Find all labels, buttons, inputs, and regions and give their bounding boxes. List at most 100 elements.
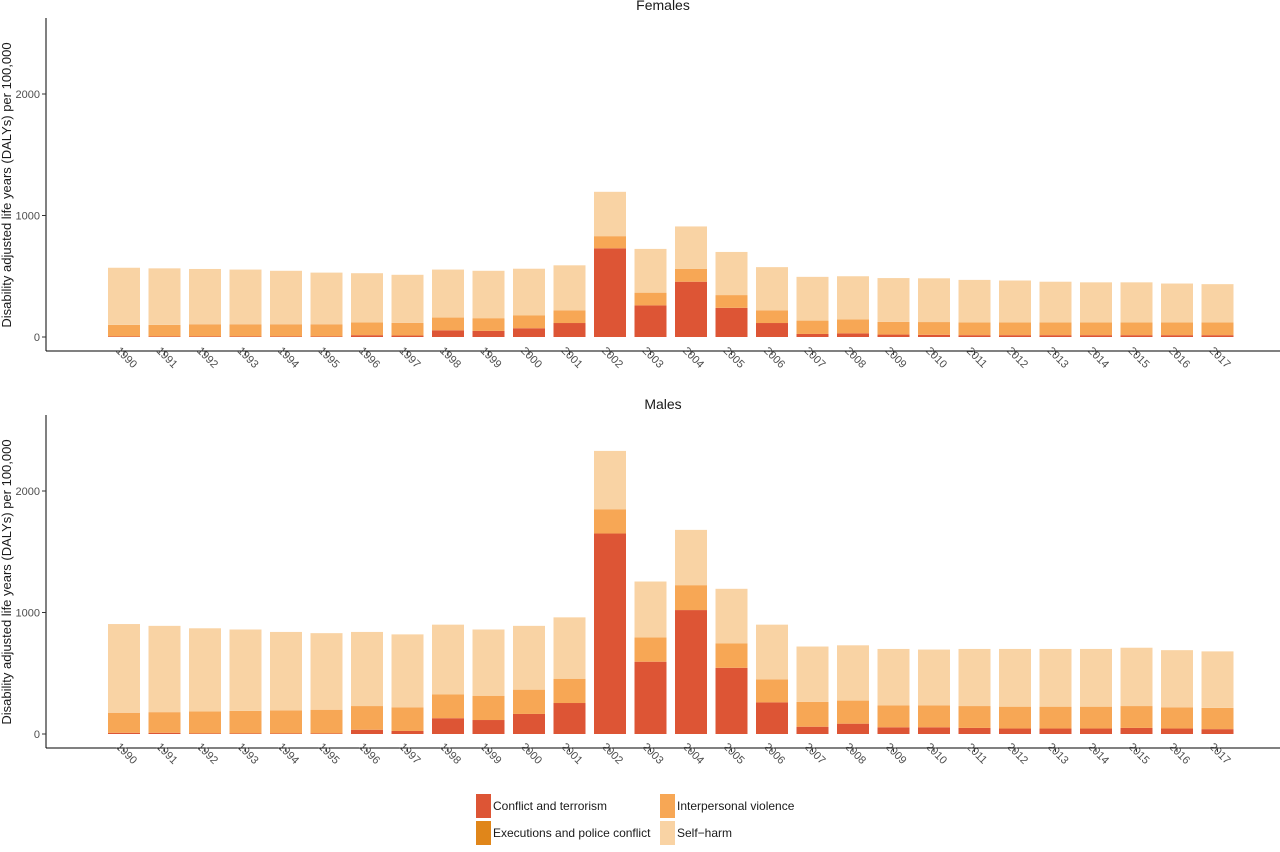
legend-label-conflict: Conflict and terrorism — [493, 799, 607, 813]
y-tick-label: 0 — [34, 729, 40, 741]
bar-males-1990-conflict — [108, 732, 140, 734]
bar-females-2011-interpersonal — [958, 322, 991, 336]
bar-females-2013-interpersonal — [1039, 322, 1072, 336]
bar-males-2008-conflict — [837, 723, 869, 734]
bar-females-2004-selfharm — [675, 226, 707, 269]
bar-males-1994-selfharm — [270, 631, 302, 711]
bar-males-2011-interpersonal — [958, 706, 991, 728]
bar-males-2001-interpersonal — [553, 678, 586, 704]
y-axis-title-males: Disability adjusted life years (DALYs) p… — [0, 439, 14, 724]
bar-males-2003-conflict — [634, 661, 667, 734]
bar-females-1992-conflict — [189, 336, 221, 337]
bar-males-2010-selfharm — [918, 649, 950, 706]
legend-swatch-selfharm — [660, 821, 675, 845]
bar-males-2016-interpersonal — [1161, 707, 1193, 729]
bar-females-2000-conflict — [513, 328, 545, 337]
bar-males-2001-selfharm — [553, 617, 586, 679]
bar-females-2003-conflict — [634, 305, 667, 337]
panel-title-males: Males — [644, 396, 681, 412]
y-axis-title-females: Disability adjusted life years (DALYs) p… — [0, 42, 14, 327]
bar-females-2002-conflict — [594, 248, 626, 337]
bar-males-1990-selfharm — [108, 624, 140, 713]
bar-males-2017-interpersonal — [1201, 707, 1234, 730]
bar-males-1995-selfharm — [310, 633, 343, 710]
x-tick-label-females: 2000 — [518, 345, 544, 371]
bar-females-2010-interpersonal — [918, 322, 950, 335]
legend-swatch-conflict — [476, 794, 491, 818]
bar-males-1998-selfharm — [432, 624, 464, 695]
bar-males-2002-interpersonal — [594, 509, 626, 534]
bar-females-2006-interpersonal — [756, 310, 788, 324]
bar-males-1999-interpersonal — [472, 695, 505, 721]
bar-females-1996-selfharm — [351, 273, 383, 323]
x-tick-label-males: 1999 — [478, 741, 504, 767]
bar-females-2006-selfharm — [756, 267, 788, 311]
x-tick-label-males: 1994 — [275, 741, 301, 767]
x-tick-label-females: 1991 — [154, 345, 180, 371]
bar-females-1996-conflict — [351, 335, 383, 337]
legend-label-selfharm: Self−harm — [677, 826, 732, 840]
x-tick-label-males: 1995 — [316, 741, 342, 767]
bar-males-2007-selfharm — [796, 646, 829, 702]
bar-males-2004-conflict — [675, 610, 707, 734]
x-tick-label-males: 2010 — [923, 741, 949, 767]
x-tick-label-males: 2004 — [680, 741, 706, 767]
bar-males-1991-interpersonal — [148, 712, 181, 733]
bar-females-2016-selfharm — [1161, 283, 1193, 323]
bar-females-2010-selfharm — [918, 278, 950, 323]
bar-females-2005-conflict — [715, 307, 748, 337]
bar-males-2014-interpersonal — [1080, 706, 1112, 729]
x-tick-label-males: 1992 — [194, 741, 220, 767]
bar-males-1993-interpersonal — [229, 710, 262, 734]
bar-males-2002-conflict — [594, 533, 626, 734]
bar-females-2010-conflict — [918, 334, 950, 337]
bar-males-2011-selfharm — [958, 648, 991, 707]
bar-males-1993-conflict — [229, 733, 262, 734]
bar-females-2003-selfharm — [634, 248, 667, 293]
x-tick-label-females: 2012 — [1004, 345, 1030, 371]
x-tick-label-males: 2014 — [1085, 741, 1111, 767]
legend-label-interpersonal: Interpersonal violence — [677, 799, 795, 813]
bar-males-1996-selfharm — [351, 631, 383, 707]
bar-females-2008-conflict — [837, 333, 869, 337]
bar-males-2012-conflict — [999, 728, 1031, 734]
x-tick-label-females: 1995 — [316, 345, 342, 371]
bar-females-2009-interpersonal — [877, 321, 910, 335]
x-tick-label-females: 2016 — [1166, 345, 1192, 371]
bar-females-2012-conflict — [999, 335, 1031, 337]
x-tick-label-males: 1997 — [397, 741, 423, 767]
bar-females-1997-conflict — [391, 335, 424, 337]
bar-males-2012-interpersonal — [999, 706, 1031, 729]
bar-males-2006-interpersonal — [756, 679, 788, 703]
bar-males-2009-selfharm — [877, 648, 910, 706]
x-tick-label-males: 2017 — [1207, 741, 1233, 767]
bar-males-2015-conflict — [1120, 727, 1153, 734]
bar-females-1999-interpersonal — [472, 318, 505, 331]
x-tick-label-males: 2008 — [842, 741, 868, 767]
x-tick-label-males: 2003 — [640, 741, 666, 767]
y-tick-label: 1000 — [16, 608, 40, 620]
x-tick-label-males: 2005 — [721, 741, 747, 767]
bar-males-1992-interpersonal — [189, 711, 221, 734]
bar-males-2017-conflict — [1201, 729, 1234, 734]
x-tick-label-males: 2016 — [1166, 741, 1192, 767]
bar-males-2000-selfharm — [513, 625, 545, 690]
bar-males-2002-selfharm — [594, 450, 626, 510]
bar-females-1998-interpersonal — [432, 317, 464, 331]
bar-males-2008-interpersonal — [837, 700, 869, 724]
bar-females-1999-selfharm — [472, 270, 505, 319]
bar-females-2003-interpersonal — [634, 292, 667, 306]
bar-females-2015-conflict — [1120, 335, 1153, 337]
bar-females-1990-conflict — [108, 336, 140, 337]
x-tick-label-males: 2000 — [518, 741, 544, 767]
bar-males-2016-selfharm — [1161, 650, 1193, 708]
bar-males-1993-selfharm — [229, 629, 262, 711]
x-tick-label-males: 1991 — [154, 741, 180, 767]
bar-females-2007-interpersonal — [796, 320, 829, 334]
bar-males-2003-selfharm — [634, 581, 667, 638]
x-tick-label-females: 1993 — [235, 345, 261, 371]
bar-males-1990-interpersonal — [108, 712, 140, 733]
bar-males-2005-conflict — [715, 667, 748, 734]
bar-females-1992-interpersonal — [189, 324, 221, 337]
